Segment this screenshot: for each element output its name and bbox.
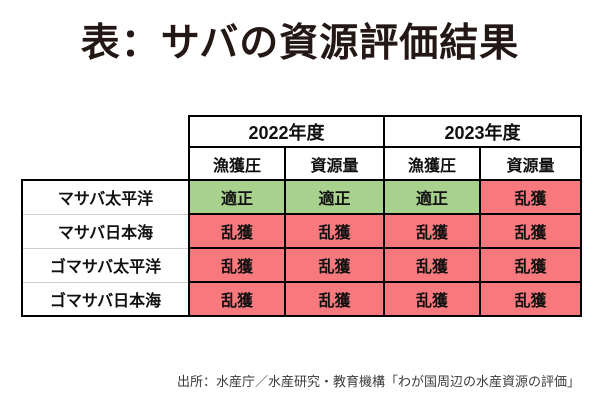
row-label: ゴマサバ日本海: [21, 281, 190, 317]
status-cell: 乱獲: [383, 281, 482, 317]
metric-header-2022-stock: 資源量: [283, 146, 386, 181]
row-label: マサバ太平洋: [21, 179, 190, 215]
row-label: マサバ日本海: [21, 213, 190, 249]
status-cell: 乱獲: [479, 179, 583, 215]
status-cell: 乱獲: [283, 281, 386, 317]
assessment-table: 2022年度 2023年度 漁獲圧 資源量 漁獲圧 資源量 マサバ太平洋 適正 …: [21, 115, 583, 317]
status-cell: 乱獲: [188, 213, 286, 249]
status-cell: 乱獲: [188, 247, 286, 283]
status-cell: 乱獲: [188, 281, 286, 317]
table-row: ゴマサバ日本海 乱獲 乱獲 乱獲 乱獲: [21, 281, 583, 317]
status-cell: 乱獲: [479, 281, 583, 317]
status-cell: 乱獲: [283, 247, 386, 283]
year-header-2022: 2022年度: [187, 115, 386, 148]
table-row: マサバ日本海 乱獲 乱獲 乱獲 乱獲: [21, 213, 583, 249]
metric-header-2022-pressure: 漁獲圧: [188, 146, 286, 181]
year-header-2023: 2023年度: [383, 115, 583, 148]
status-cell: 適正: [188, 179, 286, 215]
status-cell: 適正: [383, 179, 482, 215]
metric-header-2023-pressure: 漁獲圧: [383, 146, 482, 181]
metric-header-row: 漁獲圧 資源量 漁獲圧 資源量: [22, 146, 583, 181]
status-cell: 乱獲: [479, 247, 583, 283]
table-row: マサバ太平洋 適正 適正 適正 乱獲: [21, 179, 583, 215]
status-cell: 乱獲: [479, 213, 583, 249]
page-title: 表：サバの資源評価結果: [80, 22, 520, 65]
status-cell: 適正: [283, 179, 386, 215]
status-cell: 乱獲: [283, 213, 386, 249]
source-note: 出所：水産庁／水産研究・教育機構「わが国周辺の水産資源の評価」: [176, 374, 580, 389]
row-label: ゴマサバ太平洋: [21, 247, 190, 283]
metric-header-2023-stock: 資源量: [479, 146, 583, 181]
table-row: ゴマサバ太平洋 乱獲 乱獲 乱獲 乱獲: [21, 247, 583, 283]
corner-empty-cell: [22, 116, 189, 180]
year-header-row: 2022年度 2023年度: [22, 115, 583, 180]
status-cell: 乱獲: [383, 213, 482, 249]
status-cell: 乱獲: [383, 247, 482, 283]
